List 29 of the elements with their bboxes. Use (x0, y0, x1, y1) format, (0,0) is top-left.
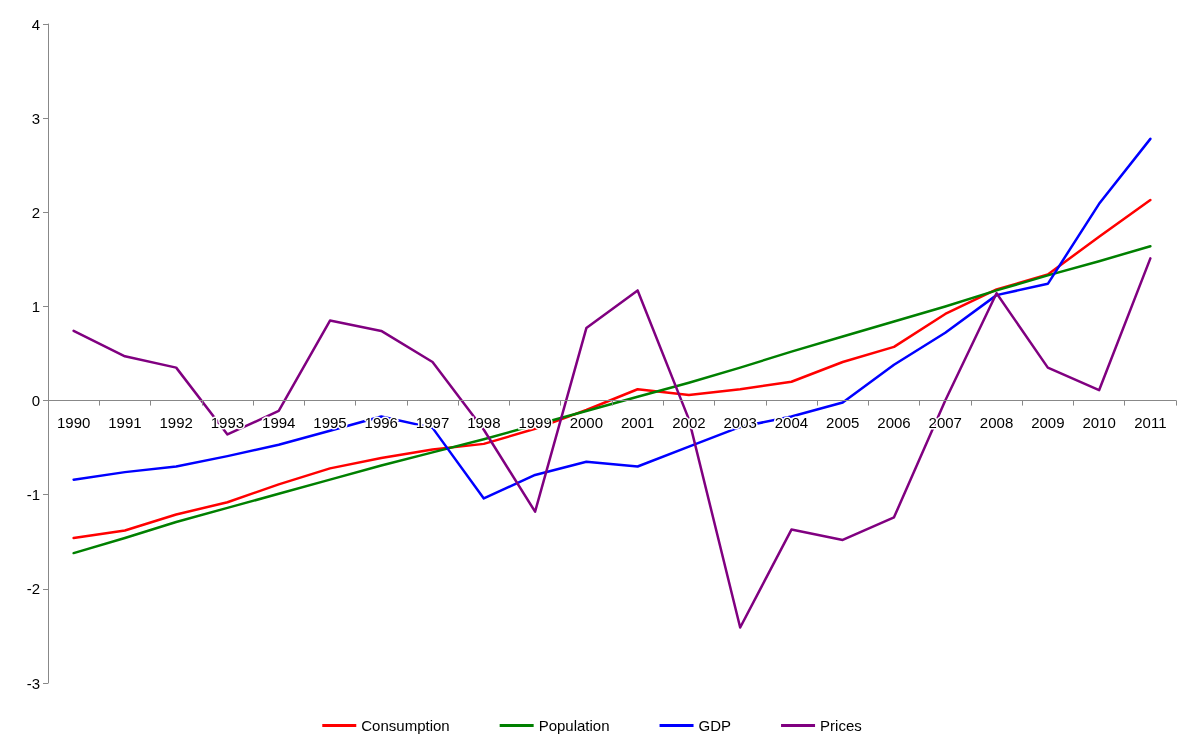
legend-label: Prices (820, 717, 862, 734)
x-tick-label: 1995 (313, 413, 347, 431)
x-tick-label: 1991 (108, 413, 142, 431)
y-tick-label: -1 (26, 486, 40, 504)
x-tick-label: 2011 (1134, 413, 1167, 431)
x-tick-label: 2004 (774, 413, 809, 431)
x-tick-label: 1997 (415, 413, 450, 431)
x-tick-label: 2005 (826, 413, 860, 431)
x-tick-label: 2006 (877, 413, 911, 431)
y-tick-label: -3 (26, 674, 40, 692)
legend-label: Population (538, 717, 610, 734)
x-tick-label: 2000 (569, 413, 604, 431)
x-tick-label: 2001 (620, 413, 655, 431)
y-tick-label: 3 (31, 109, 40, 127)
x-tick-label: 2009 (1031, 413, 1065, 431)
legend-label: Consumption (361, 717, 450, 734)
x-tick-label: 1996 (364, 413, 398, 431)
y-tick-label: 4 (31, 15, 40, 33)
y-tick-label: 1 (31, 297, 40, 315)
x-tick-label: 1992 (159, 413, 193, 431)
x-tick-label: 1994 (262, 413, 296, 431)
x-tick-label: 2008 (979, 413, 1014, 431)
y-tick-label: 2 (31, 203, 40, 221)
y-tick-label: -2 (26, 580, 40, 598)
x-tick-label: 1990 (56, 413, 91, 431)
x-tick-label: 2003 (723, 413, 757, 431)
x-tick-label: 2010 (1082, 413, 1116, 431)
legend-label: GDP (698, 717, 732, 734)
y-tick-label: 0 (31, 392, 40, 410)
